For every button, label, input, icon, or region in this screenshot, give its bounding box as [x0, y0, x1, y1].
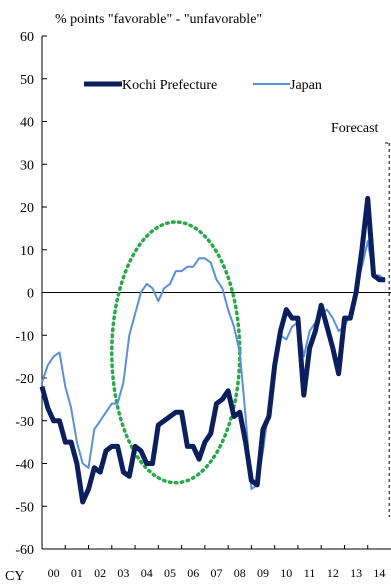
x-tick-label: 13 — [350, 566, 362, 580]
x-tick-label: 01 — [71, 566, 83, 580]
y-tick-label: -10 — [15, 329, 34, 344]
y-tick-label: -50 — [15, 500, 34, 515]
y-tick-label: -40 — [15, 458, 34, 473]
axes: 60 50 40 30 20 10 0 -10 -20 -30 -40 -50 -60 00 01 02 03 0… — [15, 30, 391, 580]
x-tick-label: 07 — [211, 566, 223, 580]
y-tick-label: 40 — [20, 116, 34, 131]
forecast-label: Forecast — [331, 121, 379, 136]
y-tick-label: 50 — [20, 73, 34, 88]
japan-series-line — [41, 240, 386, 491]
y-axis-label: % points "favorable" - "unfavorable" — [55, 12, 262, 27]
y-tick-label: 20 — [20, 201, 34, 216]
legend-label-kochi: Kochi Prefecture — [122, 78, 217, 93]
x-tick-label: 04 — [141, 566, 153, 580]
legend: Kochi Prefecture Japan — [84, 78, 322, 93]
kochi-series-line — [39, 195, 386, 505]
x-tick-label: 05 — [164, 566, 176, 580]
highlight-ellipse-layer — [110, 220, 242, 485]
x-tick-label: 00 — [48, 566, 60, 580]
forecast-layer: Forecast — [331, 121, 390, 517]
x-tick-label: 11 — [304, 566, 316, 580]
y-tick-label: -60 — [15, 543, 34, 558]
x-tick-label: 10 — [280, 566, 292, 580]
x-tick-label: 03 — [117, 566, 129, 580]
legend-label-japan: Japan — [290, 78, 322, 93]
x-tick-label: 08 — [234, 566, 246, 580]
x-tick-label: 06 — [187, 566, 199, 580]
x-tick-label: 09 — [257, 566, 269, 580]
x-tick-label: 12 — [327, 566, 339, 580]
highlight-ellipse — [110, 220, 242, 485]
x-axis-prefix: CY — [5, 569, 24, 584]
series-layer — [39, 195, 386, 505]
y-tick-label: -20 — [15, 372, 34, 387]
y-tick-label: -30 — [15, 415, 34, 430]
y-tick-label: 0 — [27, 287, 34, 302]
x-tick-label: 14 — [373, 566, 385, 580]
y-tick-label: 10 — [20, 244, 34, 259]
y-tick-label: 60 — [20, 30, 34, 45]
x-tick-label: 02 — [94, 566, 106, 580]
y-tick-label: 30 — [20, 158, 34, 173]
